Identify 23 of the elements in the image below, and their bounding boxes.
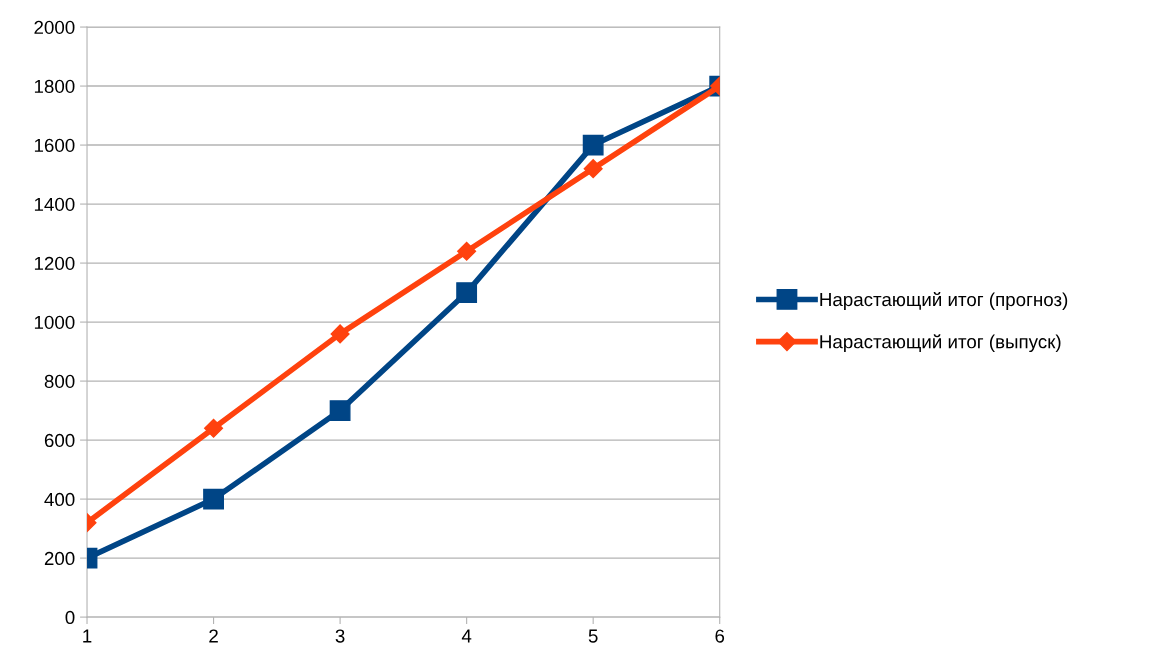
legend-label: Нарастающий итог (выпуск): [820, 334, 1061, 353]
point: [456, 282, 478, 303]
x-tick-label: 4: [461, 629, 472, 643]
x-tick-label: 5: [588, 629, 598, 643]
y-tick-label: 1600: [34, 138, 75, 153]
point: [457, 241, 477, 261]
x-tick-label: 3: [335, 629, 345, 643]
y-tick-label: 1000: [34, 315, 75, 330]
y-tick-label: 200: [44, 551, 75, 566]
point: [330, 324, 350, 344]
y-tick-label: 400: [44, 492, 75, 507]
y-tick-label: 800: [44, 374, 75, 389]
x-tick-label: 1: [83, 629, 92, 643]
y-tick-label: 600: [44, 433, 75, 448]
x-tick-label: 2: [209, 629, 218, 643]
legend-label: Нарастающий итог (прогноз): [820, 292, 1068, 310]
y-tick-label: 2000: [34, 20, 75, 35]
x-tick-label: 6: [715, 629, 725, 643]
y-tick-label: 0: [65, 610, 75, 625]
y-tick-label: 1400: [34, 197, 75, 212]
y-tick-label: 1200: [34, 256, 75, 271]
y-tick-label: 1800: [34, 79, 75, 94]
point: [329, 400, 351, 422]
